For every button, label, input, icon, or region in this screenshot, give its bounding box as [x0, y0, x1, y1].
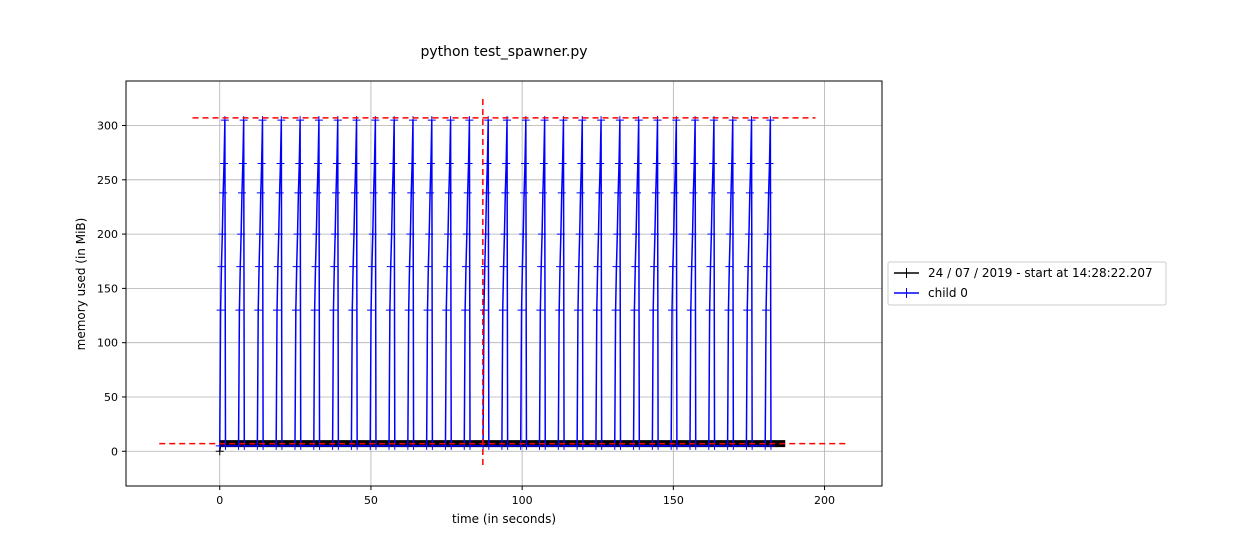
y-tick-label: 150 — [97, 282, 118, 295]
y-tick-label: 200 — [97, 228, 118, 241]
x-axis-label: time (in seconds) — [452, 512, 556, 526]
chart-title: python test_spawner.py — [420, 44, 587, 60]
y-tick-label: 300 — [97, 120, 118, 133]
x-tick-label: 100 — [512, 494, 533, 507]
legend-marker-series-1 — [901, 268, 912, 278]
legend-label-series-2: child 0 — [928, 286, 968, 300]
x-tick-label: 150 — [663, 494, 684, 507]
y-tick-label: 50 — [104, 391, 118, 404]
y-tick-label: 0 — [111, 445, 118, 458]
x-tick-label: 0 — [216, 494, 223, 507]
plot-data — [159, 99, 846, 468]
legend-marker-series-2 — [901, 288, 912, 298]
legend: 24 / 07 / 2019 - start at 14:28:22.207 c… — [887, 261, 1167, 306]
x-tick-label: 200 — [814, 494, 835, 507]
y-tick-label: 100 — [97, 337, 118, 350]
legend-label-series-1: 24 / 07 / 2019 - start at 14:28:22.207 — [928, 266, 1153, 280]
y-axis-label: memory used (in MiB) — [74, 218, 88, 351]
series-2-markers — [215, 116, 775, 450]
x-tick-label: 50 — [364, 494, 378, 507]
plot-frame — [125, 80, 883, 487]
grid — [126, 81, 882, 486]
legend-box — [887, 261, 1167, 306]
y-tick-label: 250 — [97, 174, 118, 187]
axes: 0 50 100 150 200 0 50 100 150 200 250 300 — [97, 120, 835, 507]
